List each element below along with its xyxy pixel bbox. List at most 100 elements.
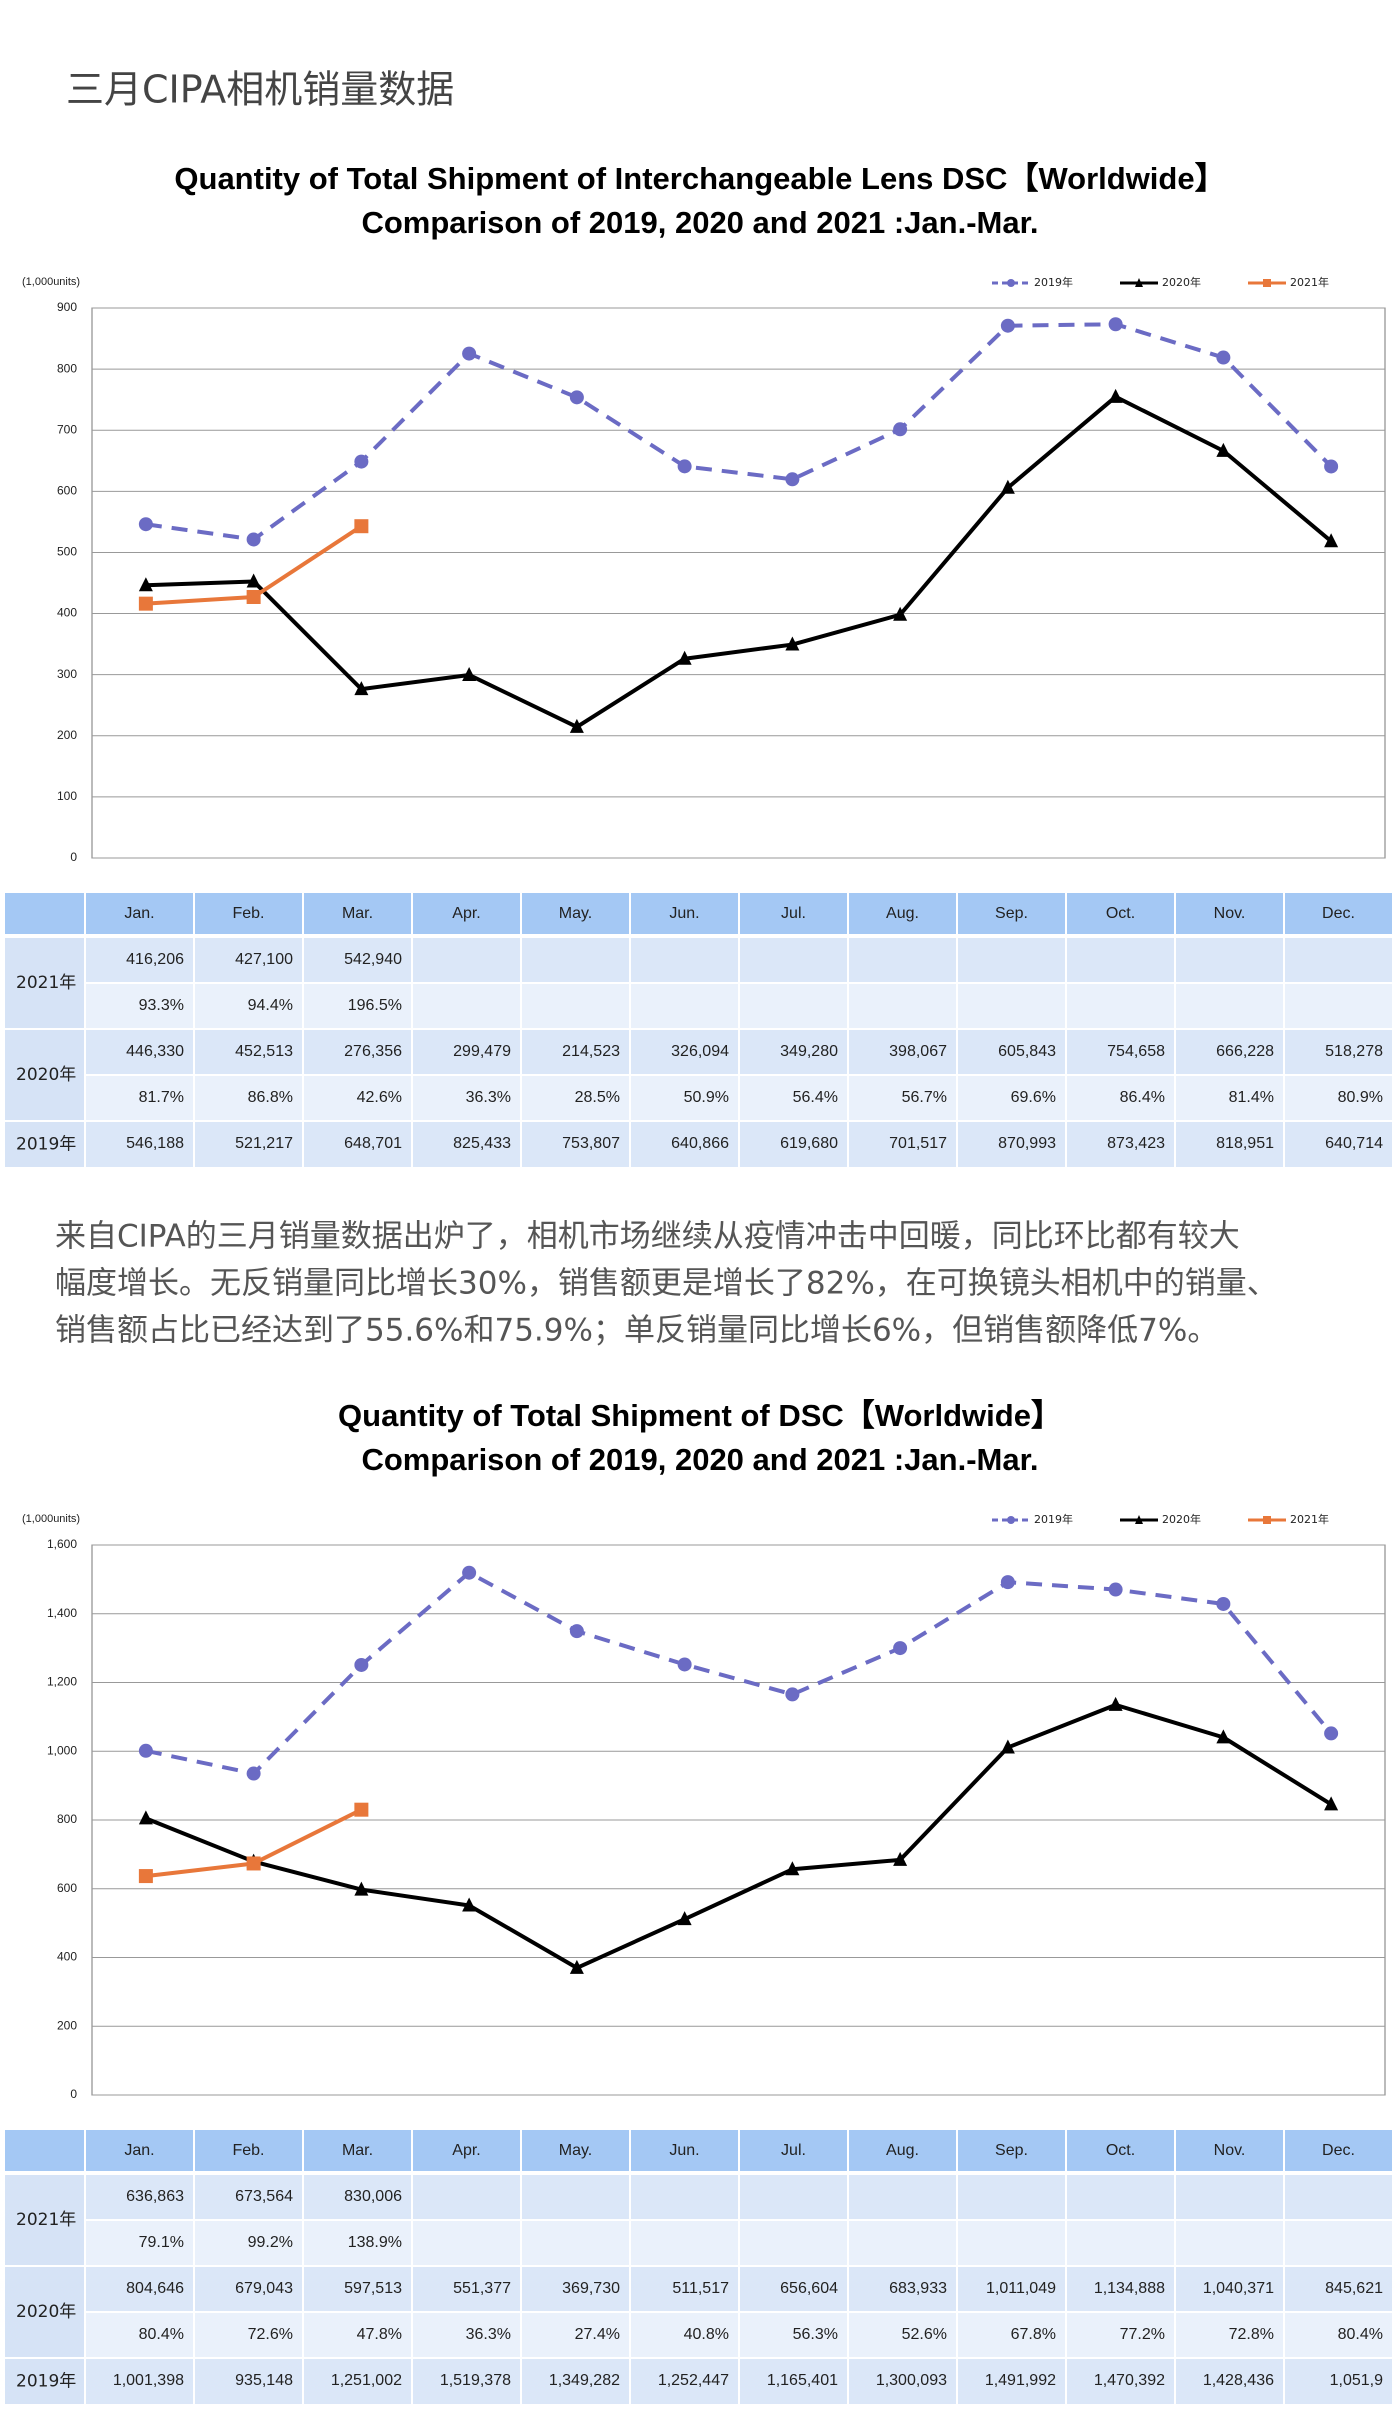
chart-title: Quantity of Total Shipment of Interchang… xyxy=(174,161,1225,196)
table-cell xyxy=(520,936,631,984)
table-value: 214,523 xyxy=(562,1043,620,1060)
table-header: Nov. xyxy=(1214,2142,1246,2159)
table-cell xyxy=(847,936,958,984)
table-ratio: 56.4% xyxy=(793,1089,838,1106)
legend-marker xyxy=(1007,1516,1015,1524)
table-cell xyxy=(738,2219,849,2267)
data-point xyxy=(677,1911,692,1926)
table-cell xyxy=(1174,2173,1285,2221)
data-point xyxy=(354,681,369,696)
y-tick-label: 400 xyxy=(57,606,77,620)
table-ratio: 52.6% xyxy=(902,2326,947,2343)
data-point xyxy=(354,1657,369,1672)
legend-marker xyxy=(1135,278,1143,287)
table-cell xyxy=(738,982,849,1030)
table-value: 518,278 xyxy=(1325,1043,1383,1060)
table-value: 830,006 xyxy=(344,2188,402,2205)
data-point xyxy=(462,666,477,681)
legend-marker xyxy=(1135,1515,1143,1524)
table-cell xyxy=(847,1028,958,1076)
legend-label: 2021年 xyxy=(1290,1512,1329,1526)
data-point xyxy=(893,422,908,437)
table-cell xyxy=(738,2357,849,2406)
data-point xyxy=(246,589,261,604)
data-point xyxy=(138,596,153,611)
table-value: 1,134,888 xyxy=(1094,2280,1165,2297)
data-point xyxy=(354,454,369,469)
table-cell xyxy=(1283,2357,1394,2406)
table-cell xyxy=(411,2311,522,2359)
paragraph-line: 幅度增长。无反销量同比增长30%，销售额更是增长了82%，在可换镜头相机中的销量… xyxy=(55,1266,1278,1302)
data-point xyxy=(138,517,153,532)
table-header: Jun. xyxy=(669,2142,699,2159)
table-ratio: 72.6% xyxy=(248,2326,293,2343)
table-value: 1,252,447 xyxy=(658,2372,729,2389)
table-cell xyxy=(302,1120,413,1169)
data-point xyxy=(138,577,153,592)
table-value: 1,519,378 xyxy=(440,2372,511,2389)
table-cell xyxy=(520,2173,631,2221)
series-line xyxy=(145,1570,1333,1776)
data-point xyxy=(893,1641,908,1656)
table-cell xyxy=(1283,2219,1394,2267)
series-line xyxy=(145,322,1333,542)
data-point xyxy=(1216,350,1231,365)
table-ratio: 27.4% xyxy=(575,2326,620,2343)
table-value: 640,866 xyxy=(671,1135,729,1152)
table-header: Aug. xyxy=(886,2142,919,2159)
table-cell xyxy=(1174,2311,1285,2359)
table-cell xyxy=(411,936,522,984)
data-point xyxy=(569,718,584,733)
table-header-cell xyxy=(520,891,631,936)
table-value: 1,428,436 xyxy=(1203,2372,1274,2389)
table-cell xyxy=(1065,982,1176,1030)
table-row-label: 2020年 xyxy=(16,2302,76,2322)
table-cell xyxy=(738,1028,849,1076)
table-cell xyxy=(411,2265,522,2313)
table-cell xyxy=(411,2219,522,2267)
table-header: Dec. xyxy=(1322,905,1355,922)
data-point xyxy=(246,1856,261,1871)
table-cell xyxy=(1065,1120,1176,1169)
y-tick-label: 800 xyxy=(57,1812,77,1826)
table-cell xyxy=(1283,982,1394,1030)
data-point xyxy=(246,573,261,588)
series-line xyxy=(145,394,1333,729)
table-value: 753,807 xyxy=(562,1135,620,1152)
table-cell xyxy=(956,2265,1067,2313)
data-point xyxy=(462,1897,477,1912)
table-cell xyxy=(193,2357,304,2406)
data-point xyxy=(354,519,369,534)
table-cell xyxy=(956,2173,1067,2221)
table-value: 1,470,392 xyxy=(1094,2372,1165,2389)
table-header: Apr. xyxy=(452,905,480,922)
table-cell xyxy=(84,2357,195,2406)
table-value: 416,206 xyxy=(126,951,184,968)
table-ratio: 77.2% xyxy=(1120,2326,1165,2343)
legend-marker xyxy=(1007,279,1015,287)
table-value: 521,217 xyxy=(235,1135,293,1152)
table-value: 656,604 xyxy=(780,2280,838,2297)
table-cell xyxy=(1065,2357,1176,2406)
table-value: 804,646 xyxy=(126,2280,184,2297)
table-row-label: 2021年 xyxy=(16,973,76,993)
y-tick-label: 600 xyxy=(57,1881,77,1895)
table-header-cell xyxy=(411,2128,522,2173)
table-cell xyxy=(1174,982,1285,1030)
table-ratio: 86.4% xyxy=(1120,1089,1165,1106)
table-cell xyxy=(847,2311,958,2359)
table-header: Jan. xyxy=(124,2142,154,2159)
table-cell xyxy=(1174,936,1285,984)
data-point xyxy=(1000,1739,1015,1754)
data-point xyxy=(354,1881,369,1896)
table-header-cell xyxy=(1065,891,1176,936)
table-cell xyxy=(1065,1028,1176,1076)
table-cell xyxy=(84,1120,195,1169)
table-cell xyxy=(956,2219,1067,2267)
legend-label: 2020年 xyxy=(1162,1512,1201,1526)
table-value: 1,001,398 xyxy=(113,2372,184,2389)
table-header: May. xyxy=(559,905,592,922)
y-tick-label: 300 xyxy=(57,667,77,681)
legend-marker xyxy=(1263,279,1271,287)
table-header-cell xyxy=(847,891,958,936)
